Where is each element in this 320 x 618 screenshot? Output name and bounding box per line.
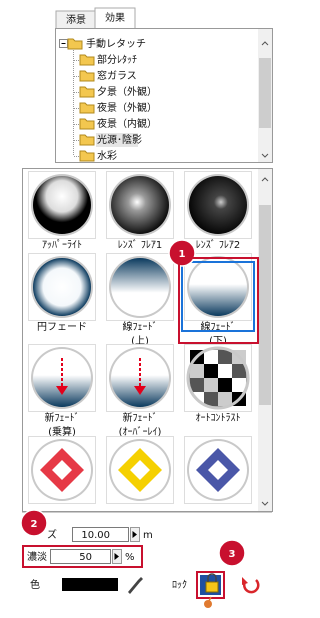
folder-icon [80, 71, 94, 81]
tree-item[interactable]: 窓ガラス [97, 69, 137, 82]
thumb-label[interactable]: ﾚﾝｽﾞ ﾌﾚｱ1 [118, 239, 163, 251]
checker [204, 378, 218, 392]
tree-item[interactable]: 水彩 [97, 150, 117, 162]
tab-label[interactable]: 効果 [105, 11, 125, 24]
folder-icon [80, 119, 94, 129]
color-label: 色 [30, 578, 40, 591]
tree-item[interactable]: 光源･陰影 [97, 133, 142, 146]
page: 添景 効果 手動レタッチ部分ﾚﾀｯﾁ 窓ガラス夕景（外観） 夜景（外観） 夜景（内観）… [0, 0, 273, 618]
thumb-label[interactable]: 線ﾌｪｰﾄﾞ [123, 320, 158, 333]
thumb-label[interactable]: 新ﾌｪｰﾄﾞ [45, 411, 80, 424]
thumb-label[interactable]: 新ﾌｪｰﾄﾞ [123, 411, 158, 424]
lock-label: ﾛｯｸ [172, 579, 187, 591]
folder-icon [80, 87, 94, 97]
folder-icon [80, 55, 94, 65]
thumb [111, 258, 169, 316]
folder-icon [68, 39, 82, 49]
thumb [111, 176, 169, 234]
folder-icon [80, 135, 94, 145]
density-value[interactable]: 50 [79, 552, 92, 563]
size-unit: m [143, 530, 153, 541]
eyedropper[interactable] [128, 577, 143, 594]
thumb [189, 258, 247, 316]
pointer-dot [204, 600, 212, 608]
scroll-thumb[interactable] [259, 58, 271, 128]
tree-item[interactable]: 夕景（外観） [97, 85, 157, 98]
tree-item[interactable]: 部分ﾚﾀｯﾁ [97, 53, 137, 66]
lock-icon [206, 582, 218, 592]
tab-label[interactable]: 添景 [66, 13, 86, 26]
density-label: 濃淡 [27, 550, 47, 563]
size-label: ズ [47, 528, 57, 541]
tree-item[interactable]: 夜景（内観） [97, 117, 157, 130]
thumb-label[interactable]: 円フェード [37, 322, 87, 333]
color-swatch[interactable] [62, 578, 118, 591]
thumb [33, 176, 91, 234]
scroll-thumb[interactable] [259, 205, 271, 405]
thumb-label[interactable]: ﾚﾝｽﾞ ﾌﾚｱ2 [196, 239, 241, 251]
callout-number: 2 [31, 519, 38, 530]
thumb [189, 176, 247, 234]
tree-item[interactable]: 夜景（外観） [97, 101, 157, 114]
callout-number: 3 [229, 549, 236, 560]
thumb [33, 258, 91, 316]
checker [204, 364, 218, 378]
checker [218, 378, 232, 392]
folder-icon [80, 103, 94, 113]
thumb-label[interactable]: ｵｰﾄｺﾝﾄﾗｽﾄ [196, 412, 241, 424]
size-value[interactable]: 10.00 [81, 530, 110, 541]
refresh-arrow [242, 577, 248, 585]
folder-icon [80, 151, 94, 161]
checker [218, 364, 232, 378]
density-unit: % [125, 552, 135, 563]
thumb-label[interactable]: ｱｯﾊﾟｰﾗｲﾄ [42, 239, 82, 251]
tree-item[interactable]: 手動レタッチ [86, 37, 146, 50]
